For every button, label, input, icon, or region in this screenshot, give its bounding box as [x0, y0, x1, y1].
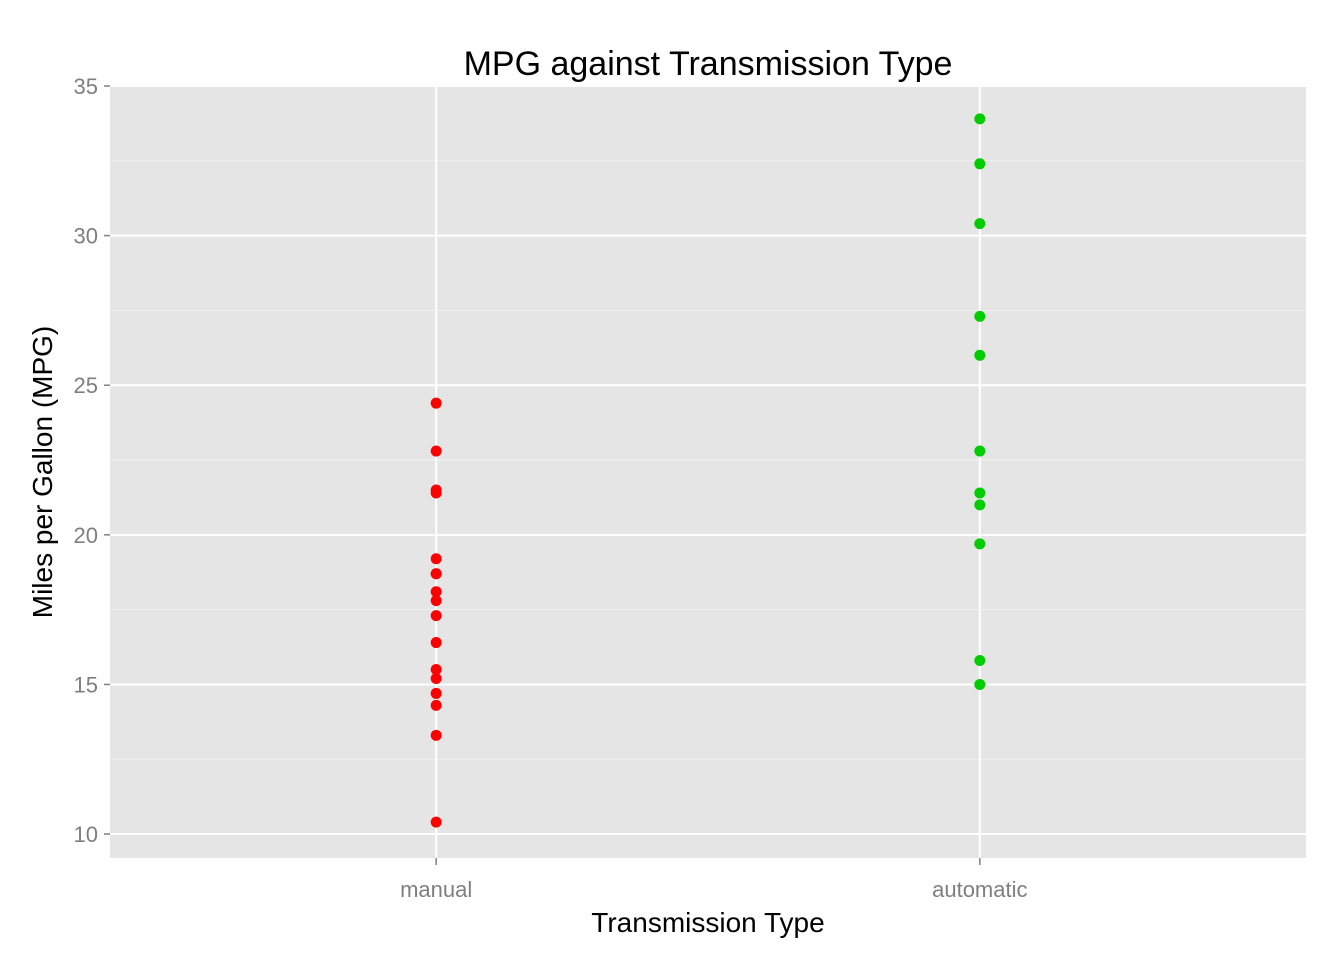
minor-gridlines	[110, 160, 1306, 760]
data-point-manual	[430, 445, 442, 457]
x-tick-label: manual	[400, 877, 472, 902]
data-point-manual	[430, 610, 442, 622]
x-axis: manual automatic	[400, 858, 1028, 902]
data-point-manual	[430, 637, 442, 649]
x-axis-title: Transmission Type	[591, 907, 824, 938]
data-point-automatic	[974, 487, 986, 499]
major-gridlines	[110, 85, 1306, 858]
y-tick-label: 15	[74, 672, 98, 697]
data-point-manual	[430, 729, 442, 741]
data-point-manual	[430, 568, 442, 580]
data-point-automatic	[974, 499, 986, 511]
data-point-manual	[430, 699, 442, 711]
plot-panel	[110, 86, 1306, 858]
chart-title: MPG against Transmission Type	[464, 45, 953, 83]
y-axis-title: Miles per Gallon (MPG)	[27, 326, 58, 619]
data-point-manual	[430, 816, 442, 828]
data-point-automatic	[974, 158, 986, 170]
data-point-manual	[430, 397, 442, 409]
y-tick-label: 35	[74, 74, 98, 99]
data-point-automatic	[974, 538, 986, 550]
data-point-manual	[430, 595, 442, 607]
y-tick-label: 10	[74, 822, 98, 847]
data-point-automatic	[974, 655, 986, 667]
y-axis: 10 15 20 25 30 35	[74, 74, 110, 847]
data-point-manual	[430, 553, 442, 565]
data-point-automatic	[974, 678, 986, 690]
x-tick-label: automatic	[932, 877, 1027, 902]
data-point-automatic	[974, 310, 986, 322]
data-point-manual	[430, 672, 442, 684]
y-tick-label: 30	[74, 224, 98, 249]
data-point-automatic	[974, 445, 986, 457]
y-tick-label: 25	[74, 373, 98, 398]
y-tick-label: 20	[74, 523, 98, 548]
data-point-manual	[430, 663, 442, 675]
data-point-automatic	[974, 113, 986, 125]
data-points	[430, 113, 986, 828]
data-point-automatic	[974, 218, 986, 230]
data-point-manual	[430, 586, 442, 598]
data-point-manual	[430, 687, 442, 699]
data-point-automatic	[974, 349, 986, 361]
data-point-manual	[430, 487, 442, 499]
